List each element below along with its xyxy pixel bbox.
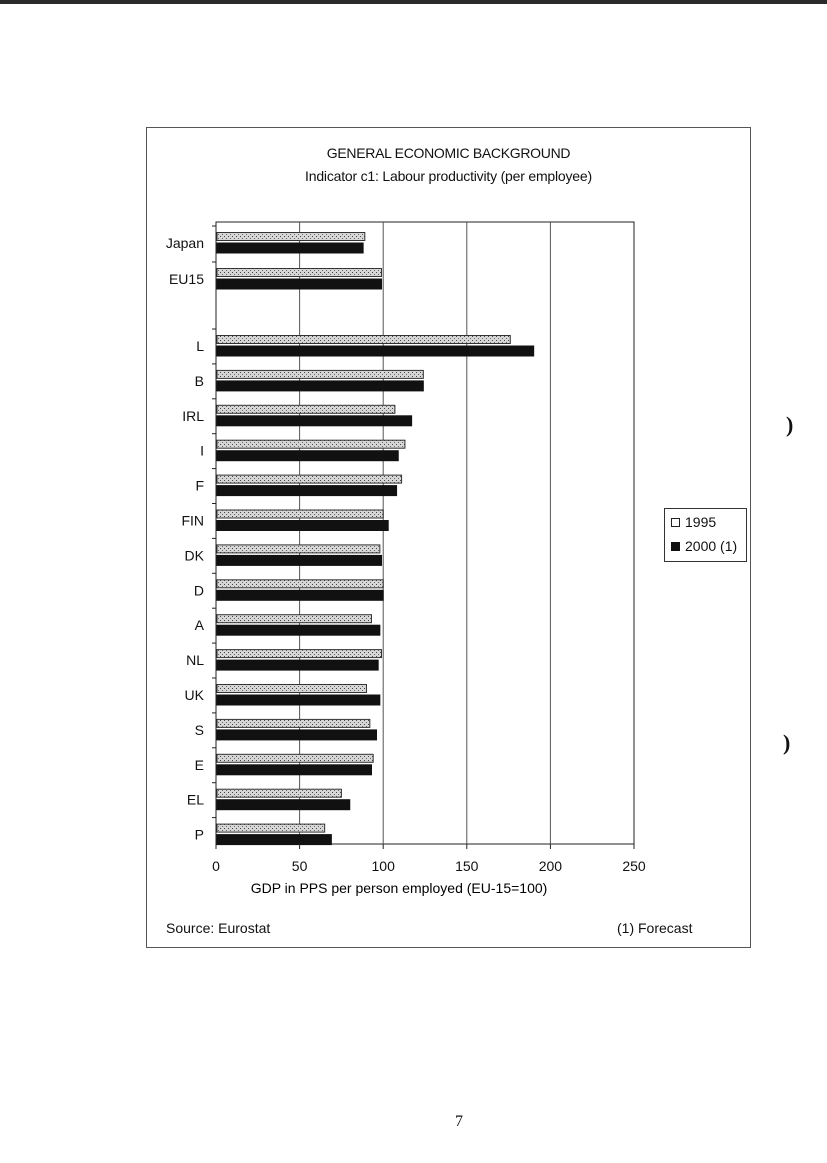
- legend-item-1995: 1995: [671, 514, 716, 530]
- bar-2000-1-dk: [216, 554, 383, 566]
- bar-1995-d: [216, 579, 384, 589]
- x-tick-label: 200: [539, 858, 563, 874]
- x-tick-label: 150: [455, 858, 479, 874]
- page-number: 7: [455, 1113, 463, 1130]
- bar-2000-1-a: [216, 624, 381, 636]
- bar-2000-1-l: [216, 345, 535, 357]
- bar-1995-uk: [216, 684, 367, 693]
- bar-2000-1-f: [216, 485, 398, 497]
- legend-swatch-1995: [671, 517, 680, 527]
- bar-2000-1-japan: [216, 242, 364, 254]
- bar-1995-dk: [216, 544, 381, 554]
- category-label: S: [195, 722, 204, 738]
- category-label: F: [195, 478, 204, 494]
- bar-2000-1-d: [216, 589, 384, 601]
- legend: 1995 2000 (1): [664, 508, 747, 562]
- source-note: Source: Eurostat: [166, 920, 271, 936]
- legend-item-2000: 2000 (1): [671, 538, 737, 554]
- punch-hole-mark: ): [783, 730, 791, 755]
- category-label: A: [195, 617, 205, 633]
- bar-2000-1-e: [216, 764, 372, 776]
- bar-1995-p: [216, 823, 326, 833]
- category-label: DK: [185, 547, 205, 563]
- bar-1995-eu15: [216, 268, 383, 277]
- legend-label-1995: 1995: [685, 514, 717, 530]
- x-tick-label: 50: [292, 858, 308, 874]
- bar-2000-1-s: [216, 729, 378, 741]
- bar-2000-1-el: [216, 799, 351, 811]
- bar-1995-el: [216, 788, 342, 798]
- x-tick-label: 100: [372, 858, 396, 874]
- bar-2000-1-b: [216, 380, 424, 392]
- category-label: I: [200, 443, 204, 459]
- figure-frame: [146, 127, 751, 948]
- scan-top-edge: [0, 0, 827, 4]
- category-label: B: [195, 373, 204, 389]
- bar-1995-f: [216, 474, 403, 484]
- bar-1995-e: [216, 753, 374, 763]
- chart-subtitle: Indicator c1: Labour productivity (per e…: [305, 168, 592, 184]
- bar-1995-l: [216, 335, 511, 344]
- chart-title: GENERAL ECONOMIC BACKGROUND: [326, 145, 571, 161]
- bar-2000-1-fin: [216, 520, 389, 531]
- bar-1995-s: [216, 718, 371, 728]
- category-label: E: [195, 757, 204, 773]
- bar-2000-1-eu15: [216, 278, 383, 290]
- forecast-note: (1) Forecast: [617, 920, 693, 936]
- category-label: EL: [187, 792, 204, 808]
- category-label: L: [196, 338, 204, 354]
- category-label: P: [195, 827, 204, 843]
- x-tick-label: 250: [622, 858, 646, 874]
- bar-2000-1-irl: [216, 415, 413, 427]
- bar-2000-1-i: [216, 450, 399, 462]
- x-tick-label: 0: [212, 858, 220, 874]
- category-label: IRL: [182, 408, 204, 424]
- bar-1995-japan: [216, 232, 366, 241]
- bar-1995-nl: [216, 649, 383, 659]
- bar-1995-i: [216, 439, 406, 449]
- category-label: FIN: [181, 513, 204, 529]
- bar-1995-fin: [216, 509, 384, 519]
- bar-1995-a: [216, 614, 372, 624]
- bar-1995-b: [216, 369, 424, 379]
- category-label: Japan: [166, 235, 204, 251]
- category-label: NL: [186, 652, 204, 668]
- plot-area: [215, 221, 635, 845]
- legend-label-2000: 2000 (1): [685, 538, 738, 554]
- category-label: EU15: [169, 271, 204, 287]
- legend-swatch-2000: [671, 541, 680, 551]
- bar-2000-1-p: [216, 834, 332, 846]
- category-label: UK: [185, 687, 205, 703]
- bar-2000-1-nl: [216, 659, 379, 671]
- bar-2000-1-uk: [216, 694, 381, 706]
- punch-hole-mark: ): [786, 412, 794, 437]
- x-axis-label: GDP in PPS per person employed (EU-15=10…: [251, 880, 548, 896]
- bar-1995-irl: [216, 404, 396, 414]
- category-label: D: [194, 582, 204, 598]
